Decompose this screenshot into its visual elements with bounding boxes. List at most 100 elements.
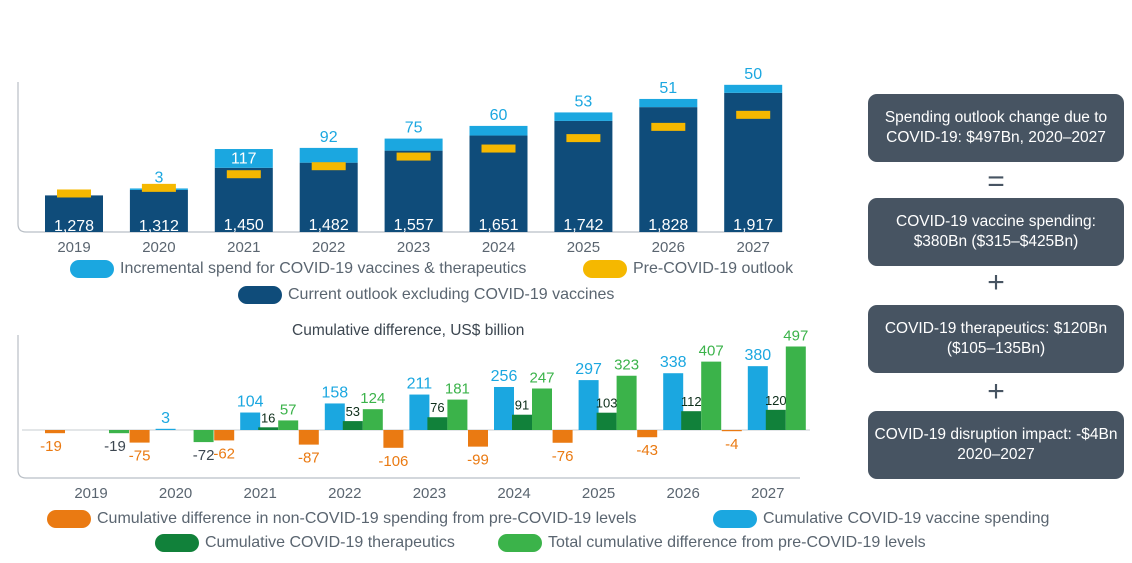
- legend-non-covid-diff: Cumulative difference in non-COVID-19 sp…: [47, 510, 637, 528]
- bar-therapeutics-2022: [342, 421, 363, 430]
- lower-chart-title: Cumulative difference, US$ billion: [292, 322, 525, 339]
- label-current-2020: 1,312: [139, 218, 179, 235]
- bar-non-covid-2023: [383, 430, 404, 448]
- bar-therapeutics-2023: [427, 417, 448, 430]
- bar-vaccine-2024: [494, 386, 514, 430]
- top-tick-2020: 2020: [142, 239, 175, 256]
- bottom-tick-2027: 2027: [751, 485, 784, 502]
- bar-incremental-2026: [639, 98, 698, 108]
- legend-incremental: Incremental spend for COVID-19 vaccines …: [70, 260, 526, 278]
- marker-pre-covid-2025: [566, 134, 601, 143]
- bar-current-2020: [129, 189, 188, 232]
- label-incremental-2025: 53: [575, 93, 593, 110]
- label-vaccine-2024: 256: [491, 368, 518, 385]
- label-current-2024: 1,651: [478, 217, 518, 234]
- label-non-covid-2023: -106: [378, 453, 408, 470]
- bar-vaccine-2022: [324, 403, 345, 430]
- bottom-tick-2026: 2026: [667, 485, 700, 502]
- top-tick-2023: 2023: [397, 239, 430, 256]
- label-current-2022: 1,482: [309, 217, 349, 234]
- label-incremental-2027: 50: [744, 66, 762, 83]
- label-therapeutics-2022: 53: [346, 404, 360, 419]
- legend-swatch-incremental: [70, 260, 114, 278]
- bar-therapeutics-2027: [765, 409, 786, 430]
- bar-non-covid-2019: [45, 430, 65, 434]
- bar-non-covid-2027: [721, 430, 742, 432]
- bar-non-covid-2021: [214, 430, 235, 441]
- label-incremental-2026: 51: [659, 80, 677, 97]
- marker-pre-covid-2026: [651, 122, 686, 131]
- top-tick-2026: 2026: [652, 239, 685, 256]
- label-therapeutics-2021: 16: [261, 410, 275, 425]
- bottom-tick-2021: 2021: [244, 485, 277, 502]
- bar-current-2023: [384, 150, 443, 232]
- summary-box-total: Spending outlook change due to COVID-19:…: [868, 94, 1124, 162]
- top-tick-2025: 2025: [567, 239, 600, 256]
- marker-pre-covid-2022: [311, 162, 346, 171]
- label-vaccine-2026: 338: [660, 354, 687, 371]
- legend-therapeutics-cum: Cumulative COVID-19 therapeutics: [155, 534, 455, 552]
- bar-incremental-2025: [554, 112, 613, 121]
- bottom-tick-2019: 2019: [74, 485, 107, 502]
- bar-current-2022: [299, 162, 358, 232]
- bar-vaccine-2026: [663, 373, 684, 430]
- bar-total-2025: [616, 375, 637, 430]
- bottom-tick-2024: 2024: [497, 485, 530, 502]
- legend-current: Current outlook excluding COVID-19 vacci…: [238, 286, 614, 304]
- bar-therapeutics-2024: [512, 414, 532, 430]
- label-vaccine-2022: 158: [321, 384, 348, 401]
- legend-swatch-non-covid-diff: [47, 510, 91, 528]
- label-total-2023: 181: [445, 381, 470, 398]
- label-vaccine-2027: 380: [744, 347, 771, 364]
- bar-total-2019: [109, 430, 129, 434]
- legend-label-vaccine-cum: Cumulative COVID-19 vaccine spending: [763, 510, 1050, 527]
- bar-therapeutics-2021: [258, 427, 279, 430]
- label-incremental-2022: 92: [320, 129, 338, 146]
- bottom-tick-2023: 2023: [413, 485, 446, 502]
- top-tick-2019: 2019: [57, 239, 90, 256]
- legend-label-pre-covid: Pre-COVID-19 outlook: [633, 260, 794, 277]
- marker-pre-covid-2020: [141, 183, 176, 192]
- label-therapeutics-2025: 103: [596, 396, 618, 411]
- top-axis-line: [17, 82, 782, 233]
- legend-swatch-current: [238, 286, 282, 304]
- label-non-covid-2026: -43: [636, 442, 658, 459]
- label-total-2021: 57: [280, 401, 297, 418]
- legend-pre-covid: Pre-COVID-19 outlook: [583, 260, 793, 278]
- bar-non-covid-2022: [298, 430, 319, 445]
- label-vaccine-2020: 3: [161, 410, 170, 427]
- bar-vaccine-2025: [578, 380, 599, 430]
- legend-label-therapeutics-cum: Cumulative COVID-19 therapeutics: [205, 534, 455, 551]
- label-total-2024: 247: [529, 370, 554, 387]
- label-total-2020: -72: [193, 447, 215, 464]
- top-tick-2022: 2022: [312, 239, 345, 256]
- label-vaccine-2021: 104: [237, 394, 264, 411]
- label-incremental-2020: 3: [154, 169, 163, 186]
- bar-non-covid-2024: [468, 430, 488, 447]
- bottom-axis-line: [17, 335, 800, 479]
- bar-therapeutics-2026: [681, 411, 702, 430]
- label-therapeutics-2026: 112: [681, 394, 702, 409]
- label-current-2027: 1,917: [733, 217, 773, 234]
- top-tick-2021: 2021: [227, 239, 260, 256]
- plus-sign-2: +: [987, 375, 1005, 408]
- legend-label-current: Current outlook excluding COVID-19 vacci…: [288, 286, 615, 303]
- bar-total-2024: [532, 388, 552, 430]
- label-incremental-2023: 75: [405, 120, 423, 137]
- label-current-2019: 1,278: [54, 218, 94, 235]
- label-vaccine-2023: 211: [407, 376, 433, 393]
- label-vaccine-2025: 297: [575, 361, 602, 378]
- bar-therapeutics-2025: [596, 412, 617, 430]
- bar-vaccine-2021: [240, 412, 261, 430]
- bar-vaccine-2020: [155, 428, 176, 430]
- label-therapeutics-2023: 76: [430, 400, 444, 415]
- label-current-2023: 1,557: [394, 217, 434, 234]
- bar-non-covid-2025: [552, 430, 573, 443]
- legend-swatch-pre-covid: [583, 260, 627, 278]
- label-non-covid-2024: -99: [467, 452, 489, 469]
- top-tick-2027: 2027: [737, 239, 770, 256]
- legend-total-cum: Total cumulative difference from pre-COV…: [498, 534, 926, 552]
- bar-total-2023: [447, 399, 468, 430]
- bar-vaccine-2027: [747, 366, 768, 430]
